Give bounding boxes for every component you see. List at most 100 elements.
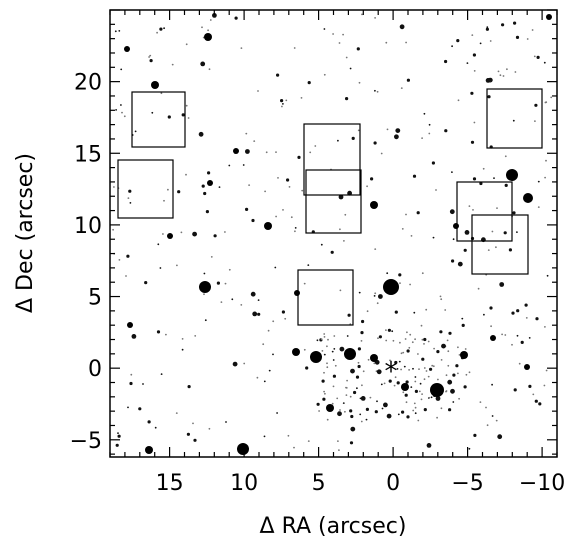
star — [210, 256, 213, 258]
x-axis-title: Δ RA (arcsec) — [260, 514, 407, 539]
star — [409, 283, 411, 286]
star — [185, 104, 188, 107]
star — [314, 145, 317, 147]
star — [496, 207, 498, 210]
star — [374, 292, 377, 295]
star — [327, 338, 329, 341]
star — [414, 338, 416, 341]
star — [366, 310, 369, 313]
star — [431, 161, 435, 165]
star — [242, 164, 245, 166]
star — [485, 27, 489, 31]
star — [127, 406, 129, 409]
field-box — [297, 269, 354, 326]
field-box — [305, 169, 362, 234]
star — [347, 313, 351, 317]
star — [534, 120, 536, 122]
star — [432, 236, 435, 239]
star — [423, 367, 426, 369]
star — [243, 362, 246, 365]
star — [451, 45, 453, 48]
star — [404, 338, 407, 340]
star — [374, 410, 378, 414]
star — [272, 320, 275, 323]
star — [464, 230, 470, 235]
star — [147, 420, 151, 424]
y-tick-label: 20 — [74, 71, 102, 96]
star — [401, 228, 404, 230]
star — [326, 345, 328, 348]
star — [338, 42, 341, 44]
star — [398, 273, 402, 277]
star — [281, 105, 283, 108]
star — [385, 329, 387, 331]
star — [181, 338, 184, 340]
star — [511, 343, 513, 346]
star — [543, 61, 546, 64]
star — [440, 359, 443, 361]
star — [400, 87, 403, 89]
field-box — [471, 214, 529, 275]
star — [181, 348, 184, 351]
star — [528, 337, 531, 339]
star — [337, 139, 339, 142]
star — [399, 24, 405, 30]
star — [534, 399, 538, 403]
x-tick-labels: 15 10 5 0 −5 −10 — [156, 471, 566, 496]
star — [486, 424, 489, 427]
star — [538, 402, 542, 406]
star — [192, 231, 198, 237]
star — [203, 272, 206, 275]
star — [461, 323, 465, 327]
star — [282, 209, 284, 211]
star — [265, 151, 268, 154]
star — [497, 70, 500, 73]
star — [504, 183, 508, 187]
star — [225, 421, 227, 423]
star — [321, 350, 324, 352]
star — [373, 362, 376, 365]
star — [362, 370, 365, 373]
star — [316, 339, 319, 342]
star — [506, 68, 508, 71]
star — [154, 426, 157, 429]
star — [378, 335, 382, 339]
star — [248, 184, 251, 187]
star — [297, 155, 301, 159]
star — [405, 41, 407, 44]
star — [421, 338, 424, 341]
star — [439, 295, 442, 298]
star — [286, 178, 290, 182]
star — [490, 325, 492, 328]
star — [321, 379, 325, 383]
star — [512, 211, 516, 215]
star — [531, 29, 534, 31]
star — [487, 249, 490, 252]
star — [344, 213, 347, 216]
star — [323, 73, 326, 76]
star — [245, 207, 249, 211]
star — [515, 35, 520, 40]
star — [185, 173, 187, 176]
star — [318, 410, 320, 412]
star — [357, 129, 360, 132]
star — [544, 326, 546, 328]
star — [204, 319, 207, 322]
star — [412, 367, 414, 370]
star — [303, 282, 306, 285]
star — [392, 339, 395, 342]
star — [186, 432, 190, 436]
star — [448, 331, 452, 335]
star — [421, 137, 423, 140]
star — [345, 387, 348, 389]
star — [495, 419, 498, 422]
star — [401, 410, 405, 414]
star — [495, 246, 497, 249]
star — [473, 433, 477, 437]
star — [163, 27, 166, 30]
star — [350, 368, 355, 374]
y-axis-title: Δ Dec (arcsec) — [13, 153, 38, 313]
star — [339, 228, 341, 231]
star — [284, 317, 287, 320]
star — [294, 227, 297, 229]
